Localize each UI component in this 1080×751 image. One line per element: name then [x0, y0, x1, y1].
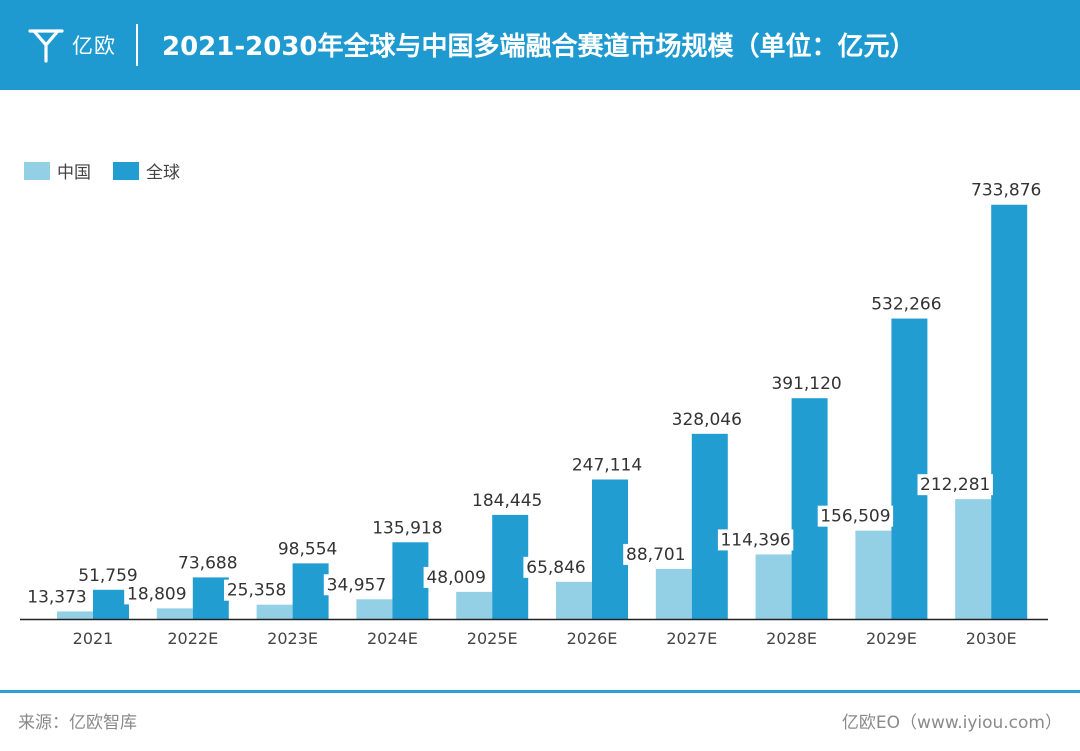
x-tick-label-2028E: 2028E: [766, 629, 817, 648]
chart-bars: [57, 204, 1028, 619]
header-divider: [136, 24, 138, 66]
bar-global-2030E: [991, 204, 1028, 619]
data-label-bg: [323, 574, 389, 596]
data-label-bg: [423, 566, 489, 588]
data-label-bg: [124, 583, 190, 605]
bar-china-2030E: [955, 499, 992, 619]
bar-china-2022E: [156, 608, 193, 619]
data-label-bg: [224, 579, 290, 601]
x-tick-label-2022E: 2022E: [167, 629, 218, 648]
data-label-china-2027E: 88,701: [626, 545, 685, 565]
data-label-global-2022E: 73,688: [178, 553, 237, 573]
bar-global-2024E: [392, 542, 429, 619]
bar-china-2023E: [256, 604, 293, 619]
data-label-bg: [569, 454, 645, 476]
page-title: 2021-2030年全球与中国多端融合赛道市场规模（单位：亿元）: [162, 32, 916, 62]
data-label-bg: [75, 564, 141, 586]
data-label-china-2025E: 48,009: [426, 568, 485, 588]
legend-label-1: 全球: [146, 163, 180, 183]
data-label-global-2023E: 98,554: [278, 539, 337, 559]
bar-global-2023E: [292, 563, 329, 619]
x-tick-label-2025E: 2025E: [467, 629, 518, 648]
bar-china-2028E: [755, 554, 792, 619]
data-label-china-2026E: 65,846: [526, 558, 585, 578]
data-label-bg: [24, 586, 90, 608]
x-tick-label-2027E: 2027E: [666, 629, 717, 648]
bar-china-2024E: [356, 599, 393, 619]
bar-global-2021: [93, 589, 129, 619]
data-label-bg: [175, 552, 241, 574]
data-label-global-2026E: 247,114: [572, 456, 642, 476]
data-label-china-2030E: 212,281: [920, 475, 990, 495]
legend-label-0: 中国: [57, 163, 91, 183]
data-label-global-2025E: 184,445: [472, 491, 542, 511]
data-label-bg: [275, 538, 341, 560]
x-tick-label-2029E: 2029E: [866, 629, 917, 648]
legend-swatch-1: [113, 162, 139, 180]
data-label-china-2024E: 34,957: [327, 575, 386, 595]
chart-x-ticks: 2021 2022E 2023E 2024E 2025E 2026E 2027E 2028E 2…: [73, 629, 1017, 648]
data-label-china-2021: 13,373: [27, 587, 86, 607]
bar-china-2029E: [855, 530, 892, 619]
bar-global-2027E: [691, 433, 728, 619]
chart-legend: 中国 全球: [24, 162, 180, 183]
bar-global-2026E: [592, 479, 628, 619]
data-label-bg: [817, 505, 894, 527]
data-label-bg: [369, 517, 446, 539]
bar-china-2026E: [556, 581, 592, 619]
footer-divider: [0, 690, 1080, 693]
data-label-bg: [968, 179, 1044, 201]
data-label-china-2029E: 156,509: [820, 507, 890, 527]
logo-text: 亿欧: [72, 34, 116, 58]
data-label-china-2023E: 25,358: [227, 581, 286, 601]
bar-china-2027E: [655, 568, 692, 619]
data-label-china-2022E: 18,809: [127, 584, 186, 604]
data-label-bg: [768, 373, 845, 395]
site-credit: 亿欧EO（www.iyiou.com）: [841, 713, 1062, 733]
data-label-global-2029E: 532,266: [871, 295, 941, 315]
x-tick-label-2021: 2021: [73, 629, 114, 648]
data-label-china-2028E: 114,396: [720, 530, 790, 550]
data-label-global-2021: 51,759: [78, 566, 137, 586]
bar-global-2025E: [492, 514, 529, 619]
x-tick-label-2030E: 2030E: [966, 629, 1017, 648]
data-label-bg: [717, 529, 794, 551]
x-tick-label-2023E: 2023E: [267, 629, 318, 648]
bar-china-2021: [57, 611, 93, 619]
bar-global-2022E: [192, 577, 229, 619]
yiou-logo-icon: [28, 29, 64, 63]
legend-swatch-0: [24, 162, 50, 180]
data-label-global-2028E: 391,120: [771, 374, 841, 394]
x-tick-label-2024E: 2024E: [367, 629, 418, 648]
logo: 亿欧: [26, 20, 116, 70]
data-label-global-2024E: 135,918: [372, 518, 442, 538]
data-label-global-2030E: 733,876: [971, 181, 1041, 201]
x-tick-label-2026E: 2026E: [567, 629, 618, 648]
data-label-bg: [623, 543, 689, 565]
data-label-bg: [469, 489, 545, 511]
data-label-bg: [669, 408, 745, 430]
header-banner: 亿欧 2021-2030年全球与中国多端融合赛道市场规模（单位：亿元）: [0, 0, 1080, 90]
data-label-bg: [523, 556, 589, 578]
bar-china-2025E: [456, 591, 493, 619]
data-label-bg: [917, 474, 993, 496]
data-label-bg: [868, 293, 945, 315]
bar-global-2029E: [891, 318, 928, 619]
source-note: 来源：亿欧智库: [18, 713, 137, 733]
data-label-global-2027E: 328,046: [672, 410, 742, 430]
